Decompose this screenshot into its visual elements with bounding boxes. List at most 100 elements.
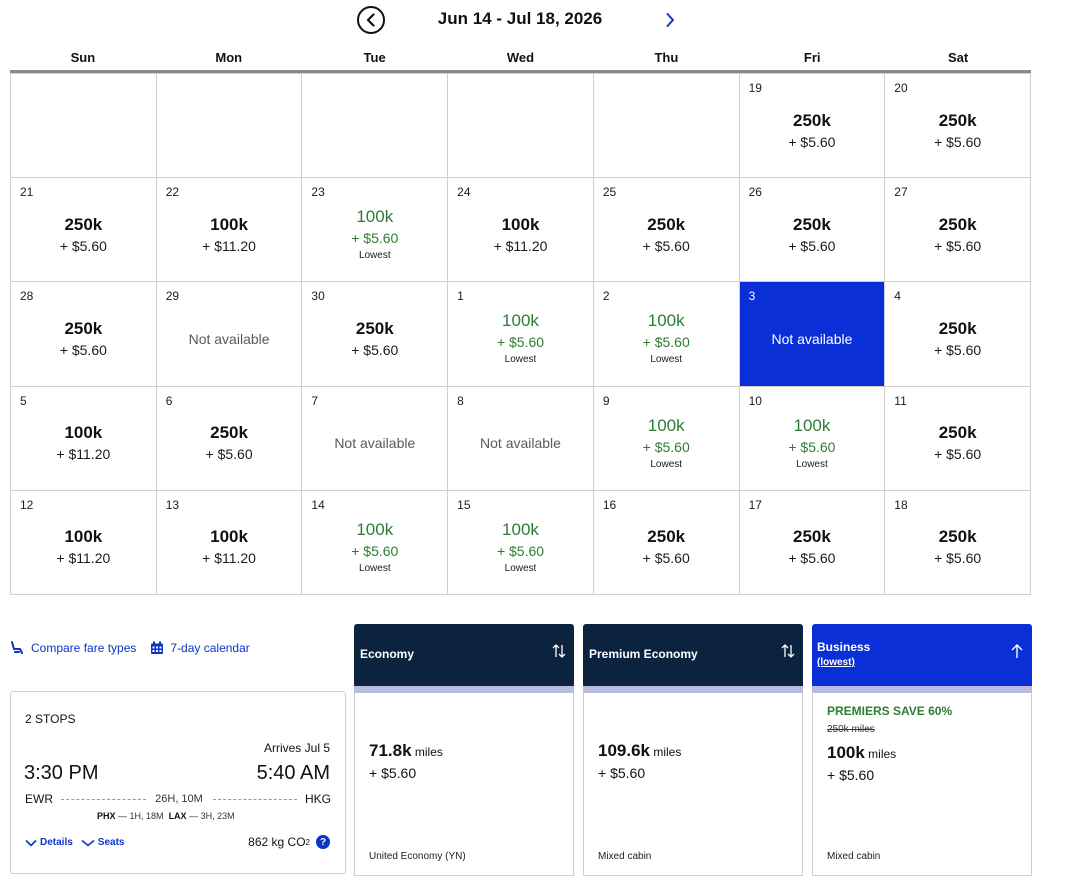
day-number: 27 xyxy=(894,185,908,200)
chevron-down-icon xyxy=(25,839,37,847)
fare-miles: 250k xyxy=(355,318,394,338)
fare-column-title: Economy xyxy=(360,647,415,661)
calendar-day-cell[interactable]: 28 250k + $5.60 xyxy=(11,282,157,387)
day-fare: Not available xyxy=(448,387,593,490)
fare-column-subtitle[interactable]: (lowest) xyxy=(817,657,855,668)
fare-column-header-premium-economy[interactable]: Premium Economy xyxy=(583,624,803,686)
fare-fee: + $5.60 xyxy=(351,341,399,358)
calendar-day-cell[interactable]: 16 250k + $5.60 xyxy=(593,490,740,595)
day-fare: 100k + $11.20 xyxy=(11,491,156,594)
calendar-day-cell[interactable]: 6 250k + $5.60 xyxy=(156,386,303,491)
day-fare: 100k + $5.60 Lowest xyxy=(302,491,447,594)
fare-miles: 250k xyxy=(793,110,831,130)
lowest-badge: Lowest xyxy=(650,458,683,470)
day-number: 15 xyxy=(457,497,471,512)
calendar-day-cell[interactable]: 5 100k + $11.20 xyxy=(11,386,157,491)
day-number: 20 xyxy=(894,81,908,95)
fare-miles: 100k xyxy=(502,311,539,331)
fare-miles-value: 100k xyxy=(827,743,865,762)
day-fare: 250k + $5.60 xyxy=(594,491,739,594)
fare-miles: 250k xyxy=(793,527,831,547)
calendar-day-cell[interactable]: 26 250k + $5.60 xyxy=(739,178,886,283)
previous-range-button[interactable] xyxy=(357,6,385,34)
weekday-sun: Sun xyxy=(70,50,96,65)
calendar-day-cell[interactable]: 3 Not available xyxy=(739,282,886,387)
layover-1-time: — 1H, 18M xyxy=(118,811,164,821)
fare-fee: + $5.60 xyxy=(934,237,982,254)
calendar-day-cell[interactable]: 17 250k + $5.60 xyxy=(739,490,886,595)
calendar-day-cell[interactable]: 18 250k + $5.60 xyxy=(885,490,1031,595)
fare-column-header-economy[interactable]: Economy xyxy=(354,624,574,686)
calendar-day-cell[interactable]: 19 250k + $5.60 xyxy=(739,74,886,179)
calendar-day-cell[interactable]: 14 100k + $5.60 Lowest xyxy=(302,490,449,595)
fare-miles: 100k xyxy=(647,415,685,435)
calendar-day-cell[interactable]: 7 Not available xyxy=(302,386,449,491)
calendar-day-cell[interactable]: 13 100k + $11.20 xyxy=(156,490,303,595)
calendar-day-cell[interactable]: 30 250k + $5.60 xyxy=(302,282,449,387)
details-label: Details xyxy=(40,837,73,848)
day-fare: 100k + $5.60 Lowest xyxy=(448,491,593,594)
day-fare: 250k + $5.60 xyxy=(740,178,885,281)
day-number: 2 xyxy=(602,289,610,304)
calendar-empty-cell xyxy=(302,74,449,179)
fare-option-premium-economy[interactable]: 109.6k miles + $5.60 Mixed cabin xyxy=(583,693,803,876)
calendar-day-cell[interactable]: 23 100k + $5.60 Lowest xyxy=(302,178,449,283)
help-icon[interactable]: ? xyxy=(316,835,330,849)
fare-miles: 250k xyxy=(938,423,977,443)
calendar-day-cell[interactable]: 27 250k + $5.60 xyxy=(885,178,1031,283)
next-range-button[interactable] xyxy=(658,8,682,32)
fare-miles: 100k xyxy=(647,311,685,331)
day-number: 16 xyxy=(602,497,617,512)
calendar-day-cell[interactable]: 10 100k + $5.60 Lowest xyxy=(739,386,886,491)
fare-miles-unit: miles xyxy=(868,747,897,761)
fare-fee: + $5.60 xyxy=(642,438,690,455)
day-number: 6 xyxy=(165,393,173,408)
calendar-day-cell[interactable]: 8 Not available xyxy=(448,386,594,491)
weekday-tue: Tue xyxy=(363,50,386,65)
fare-fee: + $5.60 xyxy=(642,334,690,351)
sort-button[interactable] xyxy=(1010,643,1024,664)
calendar-day-cell[interactable]: 24 100k + $11.20 xyxy=(448,178,594,283)
fare-miles: 100k xyxy=(64,527,103,547)
sort-button[interactable] xyxy=(781,643,795,664)
calendar-day-cell[interactable]: 4 250k + $5.60 xyxy=(885,282,1031,387)
calendar-day-cell[interactable]: 12 100k + $11.20 xyxy=(11,490,157,595)
origin-code: EWR xyxy=(25,792,53,806)
details-toggle[interactable]: Details xyxy=(25,837,73,848)
calendar-day-cell[interactable]: 2 100k + $5.60 Lowest xyxy=(593,282,740,387)
sort-button[interactable] xyxy=(552,643,566,664)
compare-fare-types-link[interactable]: Compare fare types xyxy=(10,641,136,655)
calendar-day-cell[interactable]: 21 250k + $5.60 xyxy=(11,178,157,283)
calendar-day-cell[interactable]: 15 100k + $5.60 Lowest xyxy=(448,490,594,595)
fare-fee: + $11.20 xyxy=(56,446,111,463)
day-fare: 100k + $11.20 xyxy=(448,178,593,281)
route-dash-left xyxy=(61,799,146,800)
seven-day-calendar-link[interactable]: 7-day calendar xyxy=(150,641,250,655)
fare-price: 100k miles xyxy=(827,743,896,763)
fare-column-title: Business xyxy=(817,640,871,654)
chevron-down-icon xyxy=(81,839,95,847)
fare-column-header-business[interactable]: Business (lowest) xyxy=(812,624,1032,686)
fare-miles-unit: miles xyxy=(653,745,682,759)
day-number: 30 xyxy=(311,289,325,304)
day-number: 26 xyxy=(748,185,762,200)
not-available-label: Not available xyxy=(771,330,853,347)
fare-miles: 250k xyxy=(938,318,977,338)
fare-option-business[interactable]: PREMIERS SAVE 60% 250k miles 100k miles + $… xyxy=(812,693,1032,876)
seats-toggle[interactable]: Seats xyxy=(81,837,124,848)
day-fare: Not available xyxy=(302,387,447,490)
promo-label: PREMIERS SAVE 60% xyxy=(827,704,953,718)
calendar-day-cell[interactable]: 29 Not available xyxy=(156,282,303,387)
day-fare: 100k + $5.60 Lowest xyxy=(594,282,739,385)
fare-miles-value: 71.8k xyxy=(369,741,412,760)
fare-fee: + $5.60 xyxy=(827,767,875,783)
calendar-day-cell[interactable]: 25 250k + $5.60 xyxy=(593,178,740,283)
fare-miles: 250k xyxy=(938,214,977,234)
view-links: Compare fare types 7-day calendar xyxy=(10,638,264,658)
calendar-day-cell[interactable]: 20 250k + $5.60 xyxy=(885,74,1031,179)
fare-option-economy[interactable]: 71.8k miles + $5.60 United Economy (YN) xyxy=(354,693,574,876)
calendar-day-cell[interactable]: 22 100k + $11.20 xyxy=(156,178,303,283)
calendar-day-cell[interactable]: 11 250k + $5.60 xyxy=(885,386,1031,491)
calendar-day-cell[interactable]: 9 100k + $5.60 Lowest xyxy=(593,386,740,491)
calendar-day-cell[interactable]: 1 100k + $5.60 Lowest xyxy=(448,282,594,387)
